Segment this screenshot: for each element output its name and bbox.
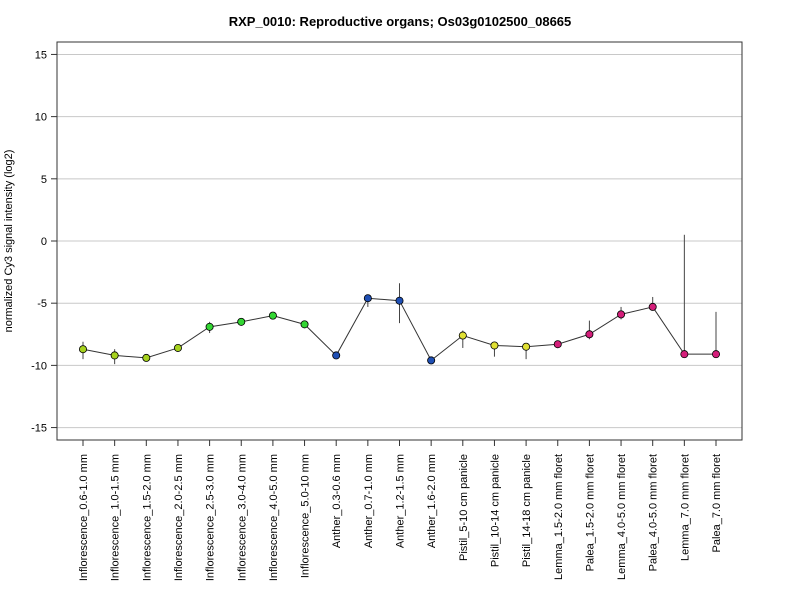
x-axis: Inflorescence_0.6-1.0 mm Inflorescence_1.… (78, 440, 723, 581)
x-tick-label: Anther_1.2-1.5 mm (395, 454, 407, 548)
x-tick-label: Palea_4.0-5.0 mm floret (648, 454, 660, 571)
data-point (173, 343, 182, 352)
y-tick-label: -15 (31, 423, 47, 435)
x-tick-label: Inflorescence_4.0-5.0 mm (268, 454, 280, 581)
x-tick-label: Anther_0.3-0.6 mm (331, 454, 343, 548)
y-tick-label: 5 (41, 174, 47, 186)
data-point (648, 302, 657, 311)
x-tick-label: Pistil_5-10 cm panicle (458, 454, 470, 561)
y-tick-label: -5 (37, 298, 47, 310)
grid-lines (57, 53, 742, 429)
data-point (490, 341, 499, 350)
y-tick-label: 15 (35, 49, 47, 61)
data-point (363, 294, 372, 303)
data-point (585, 330, 594, 339)
x-tick-label: Lemma_7.0 mm floret (679, 454, 691, 561)
data-point (553, 340, 562, 349)
x-tick-label: Anther_1.6-2.0 mm (426, 454, 438, 548)
data-point (110, 351, 119, 360)
y-axis: 15 10 5 0 -5 -10 -15 (31, 49, 57, 435)
y-tick-label: -10 (31, 360, 47, 372)
x-tick-label: Inflorescence_3.0-4.0 mm (236, 454, 248, 581)
data-point (237, 317, 246, 326)
data-point (205, 322, 214, 331)
y-tick-label: 10 (35, 112, 47, 124)
x-tick-label: Pistil_14-18 cm panicle (521, 454, 533, 567)
data-point (712, 350, 721, 359)
data-point (522, 342, 531, 351)
x-tick-label: Lemma_1.5-2.0 mm floret (553, 454, 565, 580)
x-tick-label: Inflorescence_2.0-2.5 mm (173, 454, 185, 581)
x-tick-label: Palea_1.5-2.0 mm floret (584, 454, 596, 571)
data-points (79, 294, 721, 365)
data-point (79, 345, 88, 354)
data-point (395, 296, 404, 305)
data-point (458, 331, 467, 340)
data-point (142, 353, 151, 362)
x-tick-label: Inflorescence_0.6-1.0 mm (78, 454, 90, 581)
x-tick-label: Palea_7.0 mm floret (711, 454, 723, 552)
data-point (427, 356, 436, 365)
y-tick-label: 0 (41, 236, 47, 248)
x-tick-label: Inflorescence_5.0-10 mm (300, 454, 312, 578)
data-point (300, 320, 309, 329)
data-point (268, 311, 277, 320)
data-point (680, 350, 689, 359)
x-tick-label: Pistil_10-14 cm panicle (489, 454, 501, 567)
y-axis-label: normalized Cy3 signal intensity (log2) (3, 150, 15, 333)
x-tick-label: Inflorescence_1.5-2.0 mm (141, 454, 153, 581)
data-point (617, 310, 626, 319)
data-point (332, 351, 341, 360)
x-tick-label: Inflorescence_1.0-1.5 mm (110, 454, 122, 581)
chart-title: RXP_0010: Reproductive organs; Os03g0102… (229, 14, 572, 29)
x-tick-label: Anther_0.7-1.0 mm (363, 454, 375, 548)
x-tick-label: Lemma_4.0-5.0 mm floret (616, 454, 628, 580)
x-tick-label: Inflorescence_2.5-3.0 mm (205, 454, 217, 581)
